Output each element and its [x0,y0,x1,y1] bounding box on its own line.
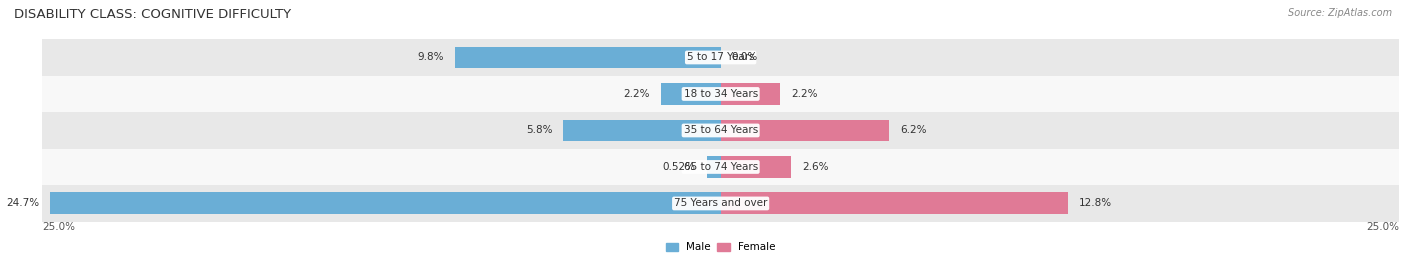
Text: Source: ZipAtlas.com: Source: ZipAtlas.com [1288,8,1392,18]
Text: 18 to 34 Years: 18 to 34 Years [683,89,758,99]
Text: 35 to 64 Years: 35 to 64 Years [683,125,758,136]
Bar [564,119,721,141]
Text: 0.52%: 0.52% [662,162,696,172]
Text: 65 to 74 Years: 65 to 74 Years [683,162,758,172]
Text: 6.2%: 6.2% [900,125,927,136]
Text: 75 Years and over: 75 Years and over [673,199,768,208]
Text: 12.8%: 12.8% [1078,199,1112,208]
Text: 2.2%: 2.2% [624,89,650,99]
Text: 9.8%: 9.8% [418,52,444,62]
Text: 25.0%: 25.0% [42,222,76,232]
Text: 5.8%: 5.8% [526,125,553,136]
Bar [42,149,1399,185]
Text: 5 to 17 Years: 5 to 17 Years [688,52,755,62]
Bar [721,156,792,178]
Text: 24.7%: 24.7% [7,199,39,208]
Text: 0.0%: 0.0% [731,52,758,62]
Text: 2.6%: 2.6% [801,162,828,172]
Text: 25.0%: 25.0% [1367,222,1399,232]
Legend: Male, Female: Male, Female [661,238,780,257]
Bar [42,185,1399,222]
Text: DISABILITY CLASS: COGNITIVE DIFFICULTY: DISABILITY CLASS: COGNITIVE DIFFICULTY [14,8,291,21]
Bar [42,76,1399,112]
Bar [454,47,721,68]
Bar [661,83,721,105]
Bar [42,112,1399,149]
Bar [707,156,721,178]
Bar [42,39,1399,76]
Text: 2.2%: 2.2% [792,89,818,99]
Bar [51,193,721,214]
Bar [721,193,1069,214]
Bar [721,119,889,141]
Bar [721,83,780,105]
